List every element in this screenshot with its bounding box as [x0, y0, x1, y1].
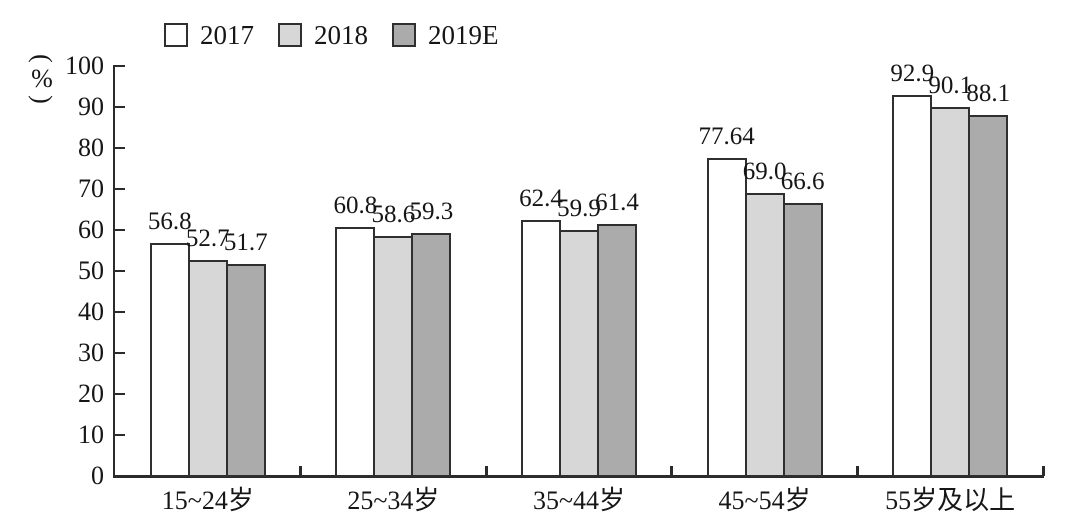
- y-tick-label-20: 20: [78, 379, 104, 408]
- value-label-2017-55岁及以上: 92.9: [890, 60, 935, 88]
- y-tick-20: [115, 393, 125, 395]
- value-label-2017-25~34岁: 60.8: [333, 191, 378, 219]
- value-label-2019E-35~44岁: 61.4: [595, 189, 639, 217]
- y-tick-30: [115, 352, 125, 354]
- bar-2019E-55岁及以上: [968, 114, 1009, 477]
- x-category-label-4: 55岁及以上: [885, 486, 1016, 515]
- value-label-2019E-25~34岁: 59.3: [409, 197, 454, 225]
- y-tick-90: [115, 106, 125, 108]
- value-label-2019E-45~54岁: 66.6: [780, 167, 825, 195]
- legend-label-2018: 2018: [314, 20, 368, 50]
- group-divider-tick-1: [299, 466, 303, 476]
- y-tick-10: [115, 434, 125, 436]
- value-label-2019E-55岁及以上: 88.1: [966, 79, 1011, 107]
- bar-2017-45~54岁: [706, 157, 747, 477]
- y-tick-label-80: 80: [78, 133, 104, 162]
- value-label-2017-35~44岁: 62.4: [519, 185, 563, 213]
- y-tick-70: [115, 188, 125, 190]
- y-axis-unit-percent: %: [31, 64, 53, 93]
- value-label-2018-25~34岁: 58.6: [371, 200, 416, 228]
- group-divider-tick-2: [484, 466, 488, 476]
- bar-2018-55岁及以上: [930, 106, 971, 477]
- bar-2019E-45~54岁: [782, 202, 823, 477]
- value-label-2018-55岁及以上: 90.1: [928, 71, 973, 99]
- bar-2017-15~24岁: [149, 243, 190, 477]
- legend: 2017 2018 2019E: [164, 20, 499, 50]
- group-divider-tick-3: [670, 466, 674, 476]
- y-tick-label-90: 90: [78, 92, 104, 121]
- legend-label-2017: 2017: [200, 20, 254, 50]
- y-tick-label-60: 60: [78, 215, 104, 244]
- bar-2019E-15~24岁: [225, 264, 266, 477]
- legend-item-2018: 2018: [278, 20, 368, 50]
- bar-2019E-35~44岁: [597, 224, 637, 477]
- legend-swatch-2019E: [392, 23, 416, 47]
- group-divider-tick-4: [855, 466, 859, 476]
- y-tick-40: [115, 311, 125, 313]
- value-label-2019E-15~24岁: 51.7: [223, 229, 268, 257]
- legend-item-2017: 2017: [164, 20, 254, 50]
- legend-swatch-2018: [278, 23, 302, 47]
- bar-2018-45~54岁: [744, 193, 785, 477]
- y-tick-60: [115, 229, 125, 231]
- value-label-2017-45~54岁: 77.64: [698, 122, 755, 150]
- x-category-label-1: 25~34岁: [347, 486, 440, 515]
- y-tick-label-40: 40: [78, 297, 104, 326]
- bar-2018-15~24岁: [187, 259, 228, 477]
- x-category-label-3: 45~54岁: [718, 486, 811, 515]
- y-tick-label-10: 10: [78, 420, 104, 449]
- y-tick-100: [115, 65, 125, 67]
- y-tick-50: [115, 270, 125, 272]
- y-axis-line: [113, 65, 115, 478]
- legend-label-2019E: 2019E: [428, 20, 499, 50]
- group-divider-tick-5: [1041, 466, 1045, 476]
- value-label-2017-15~24岁: 56.8: [147, 208, 192, 236]
- x-category-label-0: 15~24岁: [161, 486, 254, 515]
- y-tick-label-0: 0: [91, 461, 104, 490]
- y-axis-unit-label: ( % ): [24, 52, 60, 106]
- value-label-2018-35~44岁: 59.9: [557, 195, 601, 223]
- bar-2018-35~44岁: [559, 230, 599, 477]
- bar-2017-35~44岁: [521, 220, 561, 477]
- legend-swatch-2017: [164, 23, 188, 47]
- legend-item-2019E: 2019E: [392, 20, 499, 50]
- bar-2017-55岁及以上: [892, 95, 933, 477]
- bar-2018-25~34岁: [373, 235, 414, 477]
- value-label-2018-15~24岁: 52.7: [185, 224, 230, 252]
- value-label-2018-45~54岁: 69.0: [742, 158, 787, 186]
- y-tick-80: [115, 147, 125, 149]
- y-tick-label-70: 70: [78, 174, 104, 203]
- x-category-label-2: 35~44岁: [532, 486, 626, 515]
- y-tick-label-30: 30: [78, 338, 104, 367]
- bar-2019E-25~34岁: [411, 232, 452, 477]
- bar-2017-25~34岁: [335, 226, 376, 477]
- y-tick-label-50: 50: [78, 256, 104, 285]
- y-tick-label-100: 100: [65, 51, 104, 80]
